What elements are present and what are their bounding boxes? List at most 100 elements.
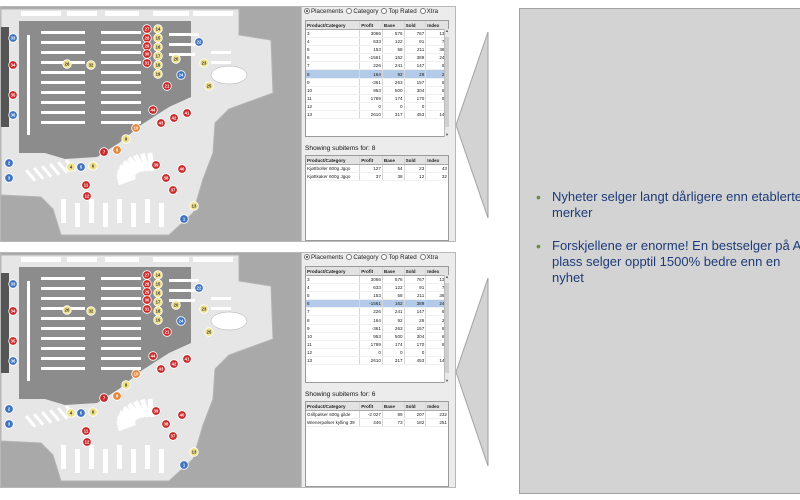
scroll-up-icon[interactable]: ▲ (445, 274, 449, 279)
column-header[interactable]: Base (383, 402, 405, 410)
radio-circle-icon[interactable] (304, 254, 310, 260)
subitems-table[interactable]: Product/Category Profit Base Sold Index Kjøt… (305, 155, 449, 241)
table-row[interactable]: 132610317453143 (306, 110, 448, 120)
marker-circle-icon[interactable] (8, 306, 18, 316)
marker-circle-icon[interactable] (142, 58, 152, 68)
marker-circle-icon[interactable] (148, 351, 158, 361)
marker-circle-icon[interactable] (82, 437, 92, 447)
placement-marker[interactable]: 38 (161, 173, 171, 183)
table-row[interactable]: 33066576767133 (306, 276, 448, 285)
column-header[interactable]: Index (427, 22, 440, 28)
marker-circle-icon[interactable] (82, 191, 92, 201)
table-row[interactable]: 6-1561162389240 (306, 54, 448, 63)
marker-circle-icon[interactable] (4, 404, 14, 414)
placement-marker[interactable]: 33 (8, 279, 18, 289)
table-row[interactable]: 120000 (306, 102, 448, 111)
table-scrollbar[interactable]: ▲ ▼ (444, 275, 449, 383)
marker-circle-icon[interactable] (8, 356, 18, 366)
marker-circle-icon[interactable] (142, 304, 152, 314)
column-header[interactable]: Product/Category (306, 21, 361, 29)
column-header[interactable]: Index (427, 403, 440, 409)
marker-circle-icon[interactable] (66, 408, 76, 418)
placement-marker[interactable]: 30 (142, 49, 152, 59)
placement-marker[interactable]: 3 (4, 173, 14, 183)
placement-marker[interactable]: 30 (142, 295, 152, 305)
marker-circle-icon[interactable] (131, 123, 141, 133)
column-header[interactable]: Profit (360, 267, 383, 275)
scroll-up-icon[interactable]: ▲ (445, 28, 449, 33)
placement-marker[interactable]: 4 (66, 162, 76, 172)
table-row[interactable]: 515358211363 (306, 292, 448, 301)
marker-circle-icon[interactable] (8, 336, 18, 346)
placement-marker[interactable]: 24 (176, 316, 186, 326)
marker-circle-icon[interactable] (112, 145, 122, 155)
table-row[interactable]: Grillpølser 600g gilde -2 027 89 207 232 (306, 411, 448, 420)
placement-marker[interactable]: 35 (8, 336, 18, 346)
marker-circle-icon[interactable] (194, 37, 204, 47)
placement-marker[interactable]: 9 (121, 380, 131, 390)
column-header[interactable]: Base (383, 267, 405, 275)
radio-xtra[interactable]: Xtra (419, 8, 438, 15)
placement-marker[interactable]: 36 (8, 110, 18, 120)
placement-marker[interactable]: 25 (204, 81, 214, 91)
placement-marker[interactable]: 26 (62, 305, 72, 315)
placement-marker[interactable]: 21 (162, 81, 172, 91)
scroll-thumb[interactable] (445, 37, 449, 127)
marker-circle-icon[interactable] (148, 105, 158, 115)
placement-marker[interactable]: 10 (131, 123, 141, 133)
marker-circle-icon[interactable] (153, 288, 163, 298)
marker-circle-icon[interactable] (153, 306, 163, 316)
placement-marker[interactable]: 11 (81, 180, 91, 190)
placement-marker[interactable]: 13 (189, 447, 199, 457)
table-scrollbar[interactable]: ▲ ▼ (444, 29, 449, 137)
table-row[interactable]: 722624114761 (306, 308, 448, 317)
radio-circle-icon[interactable] (304, 8, 310, 14)
placements-table[interactable]: Product/Category Profit Base Sold Index 3 306… (305, 266, 449, 383)
table-row[interactable]: 9-36126315760 (306, 78, 448, 87)
placement-marker[interactable]: 18 (153, 60, 163, 70)
placement-marker[interactable]: 44 (148, 105, 158, 115)
column-header[interactable]: Sold (405, 267, 427, 275)
marker-circle-icon[interactable] (177, 410, 187, 420)
placement-marker[interactable]: 17 (153, 51, 163, 61)
table-row[interactable]: 1095350030461 (306, 86, 448, 95)
placement-marker[interactable]: 12 (82, 437, 92, 447)
placement-marker[interactable]: 9 (121, 134, 131, 144)
placement-marker[interactable]: 33 (8, 33, 18, 43)
placement-marker[interactable]: 6 (88, 161, 98, 171)
store-floor-map[interactable]: 27 28 29 30 31 14 15 16 17 18 19 20 21 22 23 24 25 26 32 33… (1, 253, 301, 487)
column-header[interactable]: Sold (405, 402, 427, 410)
placement-marker[interactable]: 32 (86, 306, 96, 316)
marker-circle-icon[interactable] (189, 447, 199, 457)
table-row[interactable]: 11178917417098 (306, 94, 448, 103)
placement-marker[interactable]: 29 (142, 41, 152, 51)
placement-marker[interactable]: 2 (4, 404, 14, 414)
placement-marker[interactable]: 22 (194, 283, 204, 293)
placement-marker[interactable]: 25 (204, 327, 214, 337)
placement-marker[interactable]: 26 (62, 59, 72, 69)
placement-marker[interactable]: 2 (4, 158, 14, 168)
marker-circle-icon[interactable] (199, 304, 209, 314)
table-row[interactable]: 46331229174 (306, 38, 448, 47)
table-row[interactable]: 1095350030461 (306, 332, 448, 341)
marker-circle-icon[interactable] (156, 118, 166, 128)
marker-circle-icon[interactable] (66, 162, 76, 172)
marker-circle-icon[interactable] (8, 110, 18, 120)
marker-circle-icon[interactable] (76, 408, 86, 418)
column-header[interactable]: Product/Category (306, 402, 361, 410)
placement-marker[interactable]: 27 (142, 270, 152, 280)
marker-circle-icon[interactable] (131, 369, 141, 379)
table-row[interactable]: Kjøttboller 600g Jgqo 127 54 23 43 (306, 165, 448, 174)
marker-circle-icon[interactable] (4, 419, 14, 429)
placement-marker[interactable]: 14 (153, 24, 163, 34)
placement-marker[interactable]: 42 (169, 113, 179, 123)
placement-marker[interactable]: 22 (194, 37, 204, 47)
radio-circle-icon[interactable] (346, 254, 353, 260)
marker-circle-icon[interactable] (8, 279, 18, 289)
placement-marker[interactable]: 3 (4, 419, 14, 429)
placement-marker[interactable]: 16 (153, 42, 163, 52)
scroll-down-icon[interactable]: ▼ (445, 132, 449, 137)
radio-placements[interactable]: Placements (304, 8, 343, 15)
marker-circle-icon[interactable] (179, 214, 189, 224)
placement-marker[interactable]: 23 (199, 58, 209, 68)
